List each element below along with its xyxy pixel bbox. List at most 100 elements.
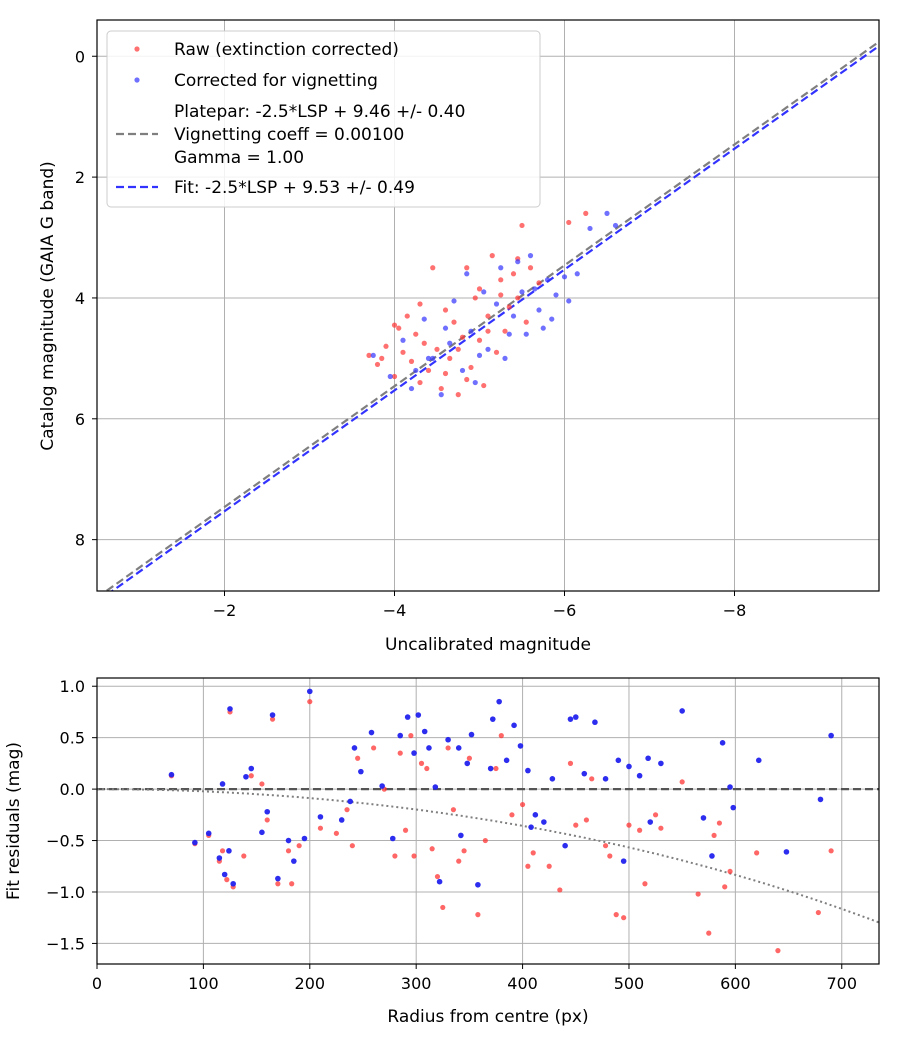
bottom-point-raw (658, 825, 664, 831)
bottom-point-corrected (404, 714, 411, 720)
bottom-point-raw (573, 822, 579, 828)
bottom-point-corrected (783, 849, 790, 855)
bottom-point-corrected (487, 765, 494, 772)
top-point-raw (498, 277, 504, 283)
bottom-point-corrected (216, 855, 223, 861)
top-y-axis-label: Catalog magnitude (GAIA G band) (38, 161, 58, 451)
top-point-raw (417, 301, 423, 307)
bottom-point-corrected (615, 757, 622, 764)
bottom-vignetting-curve (97, 788, 879, 924)
bottom-point-corrected (432, 784, 439, 790)
top-point-corrected (370, 352, 376, 358)
bottom-point-raw (411, 853, 417, 859)
bottom-point-raw (493, 765, 499, 772)
bottom-point-corrected (503, 757, 510, 764)
bottom-x-tick-label: 600 (720, 974, 751, 993)
bottom-y-tick-label: 1.0 (60, 677, 85, 696)
top-point-raw (374, 361, 381, 368)
bottom-point-raw (397, 750, 403, 756)
bottom-y-tick-label: −1.5 (46, 934, 85, 953)
legend-label-platepar-2: Vignetting coeff = 0.00100 (174, 125, 404, 145)
top-point-corrected (451, 298, 457, 304)
bottom-point-corrected (549, 776, 556, 782)
top-point-corrected (438, 392, 444, 398)
bottom-point-corrected (541, 819, 547, 825)
bottom-point-raw (695, 891, 701, 897)
top-point-corrected (464, 271, 470, 277)
bottom-reference-lines (97, 788, 879, 924)
bottom-point-raw (583, 817, 590, 823)
top-x-tick-label: −2 (213, 601, 237, 620)
top-line-platepar (104, 40, 879, 591)
bottom-point-corrected (227, 706, 233, 712)
bottom-x-tick-label: 500 (614, 974, 645, 993)
top-point-raw (442, 307, 449, 313)
bottom-point-raw (418, 760, 425, 766)
bottom-point-raw (466, 755, 472, 761)
top-point-corrected (510, 313, 517, 319)
top-point-raw (506, 304, 512, 310)
bottom-point-raw (259, 781, 265, 787)
bottom-point-raw (333, 830, 339, 836)
top-point-raw (476, 337, 483, 343)
top-point-corrected (442, 325, 449, 331)
bottom-point-raw (498, 733, 504, 739)
bottom-plot-frame (96, 677, 880, 965)
bottom-point-corrected (358, 768, 364, 775)
bottom-point-corrected (709, 853, 715, 859)
top-point-raw (502, 328, 508, 334)
bottom-point-corrected (168, 771, 175, 778)
bottom-point-corrected (397, 732, 404, 739)
bottom-point-corrected (347, 798, 354, 805)
top-point-raw (442, 370, 449, 377)
top-point-corrected (400, 337, 406, 343)
bottom-point-corrected (259, 829, 265, 836)
top-point-corrected (587, 225, 593, 232)
bottom-point-corrected (636, 772, 643, 779)
bottom-point-corrected (351, 745, 358, 751)
top-point-raw (366, 352, 372, 358)
bottom-point-corrected (415, 712, 422, 718)
bottom-point-corrected (445, 736, 451, 743)
top-point-raw (434, 346, 440, 352)
bottom-point-corrected (269, 712, 276, 718)
bottom-point-corrected (719, 740, 726, 746)
top-point-raw (455, 346, 461, 352)
bottom-point-raw (402, 827, 409, 833)
bottom-x-tick-label: 200 (295, 974, 326, 993)
bottom-point-corrected (679, 708, 685, 714)
top-point-corrected (502, 355, 508, 361)
bottom-point-corrected (436, 878, 443, 885)
bottom-point-raw (392, 853, 398, 859)
bottom-point-corrected (572, 714, 579, 720)
bottom-point-raw (296, 843, 302, 849)
top-point-corrected (493, 301, 500, 307)
bottom-point-raw (289, 881, 295, 887)
bottom-x-tick-label: 400 (507, 974, 538, 993)
legend-marker-raw (134, 46, 140, 52)
bottom-point-raw (589, 776, 595, 782)
top-point-corrected (421, 316, 427, 322)
bottom-point-corrected (626, 763, 632, 770)
top-point-corrected (476, 352, 483, 358)
top-point-raw (468, 364, 474, 371)
bottom-point-corrected (389, 835, 396, 842)
top-ticks: −2 −4 −6 −8 0 2 4 6 8 (75, 47, 746, 620)
bottom-point-raw (607, 853, 613, 859)
bottom-point-corrected (532, 812, 539, 818)
top-point-raw (493, 349, 500, 355)
bottom-point-raw (269, 716, 276, 722)
bottom-point-corrected (306, 688, 313, 695)
top-point-corrected (459, 367, 466, 374)
bottom-point-corrected (581, 770, 588, 777)
top-point-raw (391, 373, 398, 380)
bottom-point-corrected (455, 745, 462, 751)
top-x-tick-label: −4 (383, 601, 407, 620)
legend-label-platepar-3: Gamma = 1.00 (174, 148, 304, 168)
top-point-corrected (574, 271, 580, 277)
top-point-corrected (472, 379, 478, 386)
top-point-corrected (447, 340, 453, 346)
bottom-point-raw (567, 760, 574, 766)
bottom-y-tick-label: −1.0 (46, 883, 85, 902)
